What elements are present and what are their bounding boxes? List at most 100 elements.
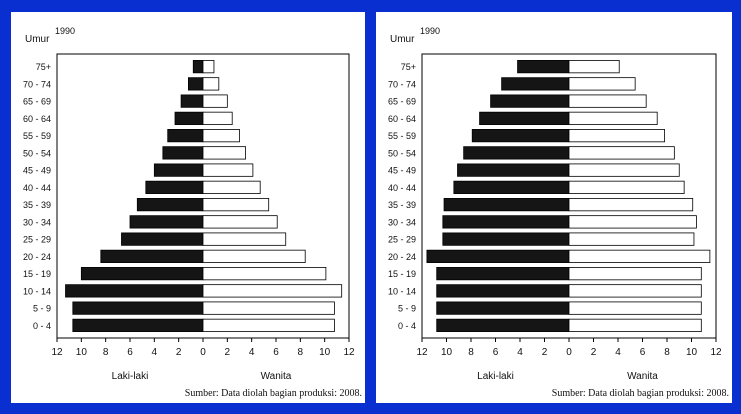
female-bar [568,198,694,212]
age-group-label: 5 - 9 [398,304,416,314]
age-group-label: 35 - 39 [23,200,51,210]
male-bar [72,301,204,315]
age-group-label: 30 - 34 [388,217,416,227]
male-bar [72,318,204,332]
x-tick-label: 6 [493,347,499,358]
age-group-label: 40 - 44 [23,183,51,193]
year-label: 1990 [420,26,440,36]
male-bar [490,94,570,108]
age-group-label: 5 - 9 [33,304,51,314]
x-axis-label-female: Wanita [627,371,658,382]
age-group-label: 75+ [36,62,51,72]
male-bar [167,129,204,143]
age-group-label: 65 - 69 [388,97,416,107]
female-bar [568,301,702,315]
x-tick-label: 8 [468,347,474,358]
x-tick-label: 6 [640,347,646,358]
female-bar [568,232,695,246]
age-group-label: 30 - 34 [23,217,51,227]
age-axis-title: Umur [25,34,50,45]
male-bar [443,198,570,212]
x-tick-label: 4 [517,347,523,358]
x-tick-label: 4 [249,347,255,358]
male-bar [457,163,570,177]
female-bar [202,232,287,246]
age-group-label: 10 - 14 [388,286,416,296]
male-bar [453,180,570,194]
x-tick-label: 12 [343,347,355,358]
female-bar [568,77,636,91]
age-group-label: 70 - 74 [388,79,416,89]
female-bar [568,129,665,143]
age-group-label: 20 - 24 [388,252,416,262]
age-group-label: 50 - 54 [23,148,51,158]
pyramid-panel-right: Umur 1990 75+ 70 - 74 65 - 69 60 - 64 55 - 59 5… [376,12,732,403]
male-bar [145,180,204,194]
x-tick-label: 10 [76,347,88,358]
male-bar [463,146,570,160]
age-group-label: 15 - 19 [388,269,416,279]
x-tick-label: 2 [176,347,182,358]
male-bar [501,77,570,91]
female-bar [568,267,702,281]
x-tick-label: 0 [200,347,206,358]
x-axis-label-male: Laki-laki [477,371,514,382]
age-group-label: 25 - 29 [388,235,416,245]
female-bar [568,249,711,263]
male-bar [136,198,204,212]
female-bar [568,111,658,125]
age-group-label: 35 - 39 [388,200,416,210]
male-bar [65,284,204,298]
pyramid-chart-right: Umur 1990 75+ 70 - 74 65 - 69 60 - 64 55 - 59 5… [388,26,722,382]
male-bar [436,267,570,281]
female-bar [568,163,680,177]
male-bar [442,215,570,229]
x-tick-label: 4 [152,347,158,358]
male-bar [517,60,570,74]
x-tick-label: 8 [103,347,109,358]
x-tick-label: 4 [615,347,621,358]
female-bar [202,301,335,315]
age-group-label: 50 - 54 [388,148,416,158]
female-bar [202,284,343,298]
male-bar [121,232,204,246]
female-bar [202,129,240,143]
age-group-label: 65 - 69 [23,97,51,107]
age-group-label: 45 - 49 [23,166,51,176]
x-tick-label: 0 [566,347,572,358]
pyramid-chart-left: Umur 1990 75+ 70 - 74 65 - 69 60 - 64 55 - 59 5… [23,26,355,382]
source-note-left: Sumber: Data diolah bagian produksi: 200… [184,388,362,399]
male-bar [153,163,204,177]
age-group-label: 0 - 4 [398,321,416,331]
female-bar [568,318,702,332]
male-bar [192,60,204,74]
x-tick-label: 12 [51,347,63,358]
male-bar [479,111,570,125]
female-bar [202,94,228,108]
age-group-label: 10 - 14 [23,286,51,296]
age-group-label: 15 - 19 [23,269,51,279]
female-bar [202,180,261,194]
x-tick-label: 8 [664,347,670,358]
x-tick-label: 6 [127,347,133,358]
female-bar [202,60,215,74]
x-tick-label: 10 [319,347,331,358]
age-group-label: 55 - 59 [23,131,51,141]
x-tick-label: 12 [710,347,722,358]
x-tick-label: 10 [686,347,698,358]
age-axis-title: Umur [390,34,415,45]
x-tick-label: 2 [591,347,597,358]
pyramid-panel-left: Umur 1990 75+ 70 - 74 65 - 69 60 - 64 55 - 59 5… [11,12,365,403]
female-bar [568,94,647,108]
female-bar [202,77,220,91]
x-axis-label-female: Wanita [261,371,292,382]
male-bar [436,284,570,298]
male-bar [162,146,204,160]
age-group-label: 45 - 49 [388,166,416,176]
age-group-label: 25 - 29 [23,235,51,245]
female-bar [568,146,675,160]
female-bar [568,215,697,229]
x-tick-label: 6 [273,347,279,358]
female-bar [202,318,335,332]
age-group-label: 20 - 24 [23,252,51,262]
